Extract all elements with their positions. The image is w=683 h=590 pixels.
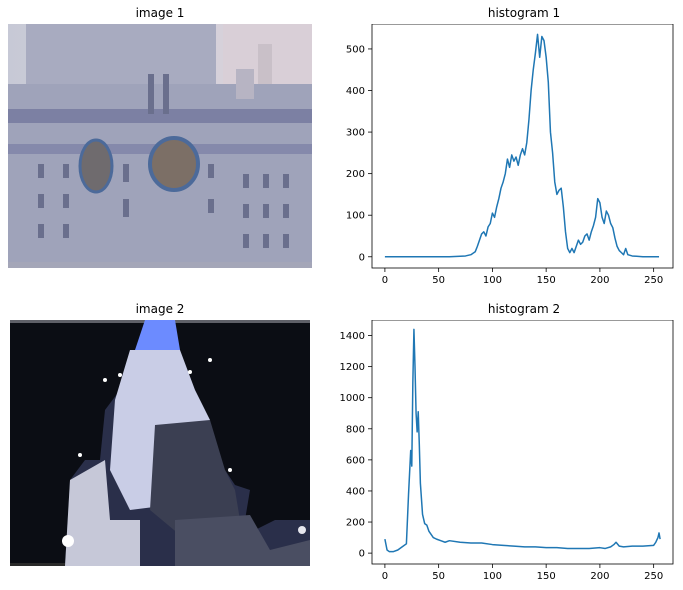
y-tick-label: 600 — [346, 455, 365, 466]
x-tick-label: 50 — [432, 275, 445, 286]
image-2-title: image 2 — [135, 302, 185, 316]
y-tick-label: 200 — [346, 169, 365, 180]
y-tick-label: 1200 — [340, 362, 365, 373]
daytime-building-photo — [8, 24, 312, 268]
x-tick-label: 200 — [590, 275, 609, 286]
image-1-title: image 1 — [135, 6, 185, 20]
plot-frame — [371, 320, 674, 565]
x-tick-label: 150 — [537, 275, 556, 286]
x-tick-label: 250 — [644, 275, 663, 286]
y-tick-label: 800 — [346, 424, 365, 435]
y-tick-label: 500 — [346, 44, 365, 55]
histogram-1-line — [384, 33, 660, 258]
y-tick-label: 300 — [346, 128, 365, 139]
x-tick-label: 100 — [483, 571, 502, 582]
histogram-1-title: histogram 1 — [487, 6, 561, 20]
x-tick-label: 100 — [483, 275, 502, 286]
y-tick-label: 1000 — [340, 393, 365, 404]
image-1 — [8, 24, 312, 268]
histogram-2-chart: 0 50 100 150 200 250 0 200 400 600 800 1000 1200 1400 — [340, 320, 674, 582]
y-tick-label: 0 — [359, 252, 365, 263]
histogram-2-line — [384, 328, 661, 553]
x-tick-label: 250 — [644, 571, 663, 582]
histogram-1-chart: 0 50 100 150 200 250 0 100 200 300 400 500 — [346, 24, 674, 286]
y-tick-label: 400 — [346, 86, 365, 97]
y-tick-label: 200 — [346, 518, 365, 529]
x-tick-label: 200 — [590, 571, 609, 582]
y-tick-label: 400 — [346, 486, 365, 497]
x-tick-label: 150 — [537, 571, 556, 582]
x-tick-label: 50 — [432, 571, 445, 582]
night-building-photo — [10, 320, 310, 566]
image-2 — [10, 320, 310, 566]
y-tick-label: 1400 — [340, 331, 365, 342]
x-tick-label: 0 — [382, 275, 388, 286]
x-tick-label: 0 — [382, 571, 388, 582]
plot-frame — [371, 24, 674, 269]
histogram-2-title: histogram 2 — [487, 302, 561, 316]
y-tick-label: 0 — [359, 549, 365, 560]
y-tick-label: 100 — [346, 211, 365, 222]
